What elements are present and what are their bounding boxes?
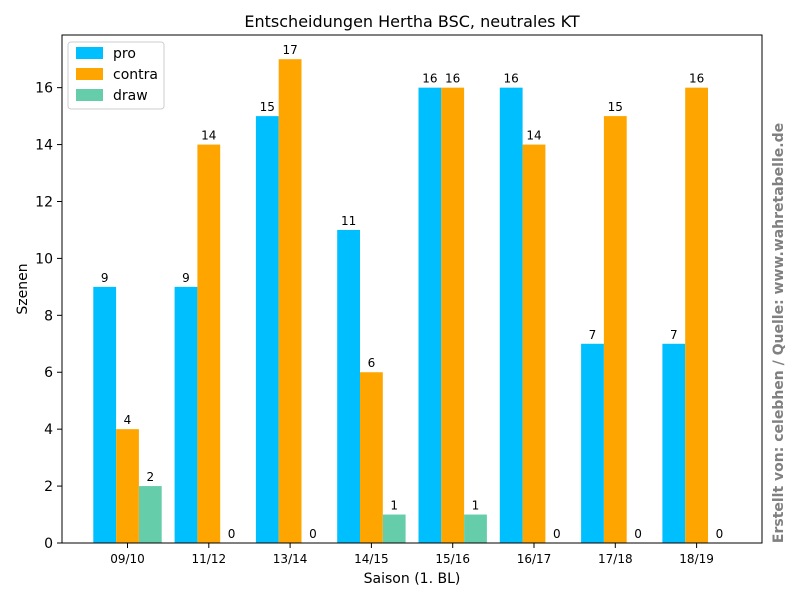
legend-label-contra: contra [113,67,158,83]
legend: pro contra draw [67,41,165,110]
y-tick-label: 8 [44,308,53,324]
bar-contra-13-14 [278,59,302,543]
bar-pro-14-15 [337,229,360,543]
bar-pro-13-14 [255,116,279,544]
x-tick-label: 11/12 [192,552,227,566]
y-tick-label: 12 [35,194,53,210]
bar-label-contra-14-15: 6 [368,356,376,370]
y-axis-label: Szenen [15,263,31,314]
bar-draw-15-16 [464,514,487,543]
bar-label-contra-15-16: 16 [445,72,460,86]
x-tick-label: 16/17 [517,552,552,566]
bar-label-draw-09-10: 2 [146,470,154,484]
bar-contra-17-18 [603,116,627,544]
y-tick-label: 16 [35,81,53,97]
y-tick-label: 10 [35,251,53,267]
bar-label-draw-17-18: 0 [634,527,642,541]
y-axis: 0 2 4 6 8 10 12 14 16 [35,81,62,552]
bar-pro-16-17 [499,87,523,544]
bar-label-draw-18-19: 0 [716,527,724,541]
bar-pro-18-19 [662,343,686,543]
x-tick-label: 18/19 [679,552,714,566]
bar-contra-18-19 [685,87,708,544]
x-axis-label: Saison (1. BL) [364,571,461,587]
y-tick-label: 6 [44,365,53,381]
bar-draw-09-10 [138,486,162,543]
bar-label-contra-13-14: 17 [282,43,297,57]
legend-swatch-draw [76,89,103,101]
legend-label-pro: pro [113,46,136,62]
bar-label-pro-11-12: 9 [182,271,190,285]
x-tick-label: 13/14 [273,552,308,566]
bar-contra-09-10 [116,429,139,543]
bar-label-draw-14-15: 1 [390,499,398,513]
bar-label-draw-13-14: 0 [309,527,317,541]
credit-text: Erstellt von: celebhen / Quelle: www.wah… [771,123,787,543]
y-tick-label: 2 [44,479,53,495]
legend-swatch-pro [76,47,103,59]
bar-pro-11-12 [174,286,198,543]
x-tick-label: 15/16 [435,552,470,566]
bar-label-draw-15-16: 1 [472,499,480,513]
y-tick-label: 14 [35,138,53,154]
y-tick-label: 4 [44,422,53,438]
bars-layer [93,59,708,544]
bar-draw-14-15 [382,514,406,543]
bar-pro-09-10 [93,286,117,543]
x-tick-label: 17/18 [598,552,633,566]
bar-contra-11-12 [197,144,221,543]
bar-label-contra-09-10: 4 [124,413,132,427]
bar-label-contra-17-18: 15 [608,100,623,114]
bar-label-contra-18-19: 16 [689,72,704,86]
x-tick-label: 09/10 [110,552,145,566]
bar-label-contra-11-12: 14 [201,129,216,143]
x-axis: 09/10 11/12 13/14 14/15 15/16 16/17 17/18 18/19 [110,543,714,566]
bar-label-pro-14-15: 11 [341,214,356,228]
bar-label-pro-09-10: 9 [101,271,109,285]
bar-label-pro-13-14: 15 [260,100,275,114]
bar-label-pro-17-18: 7 [589,328,597,342]
bar-contra-16-17 [522,144,546,543]
legend-swatch-contra [76,68,103,80]
bar-label-pro-18-19: 7 [670,328,678,342]
chart-title: Entscheidungen Hertha BSC, neutrales KT [244,12,579,31]
bar-label-contra-16-17: 14 [526,129,541,143]
legend-label-draw: draw [113,88,148,104]
bar-contra-15-16 [441,87,465,544]
x-tick-label: 14/15 [354,552,389,566]
bar-label-pro-15-16: 16 [422,72,437,86]
bar-label-draw-16-17: 0 [553,527,561,541]
bar-label-pro-16-17: 16 [504,72,519,86]
bar-pro-15-16 [418,87,442,544]
bar-pro-17-18 [581,343,604,543]
y-tick-label: 0 [44,536,53,552]
bar-contra-14-15 [360,372,383,543]
bar-label-draw-11-12: 0 [228,527,236,541]
plot-frame [61,34,763,544]
